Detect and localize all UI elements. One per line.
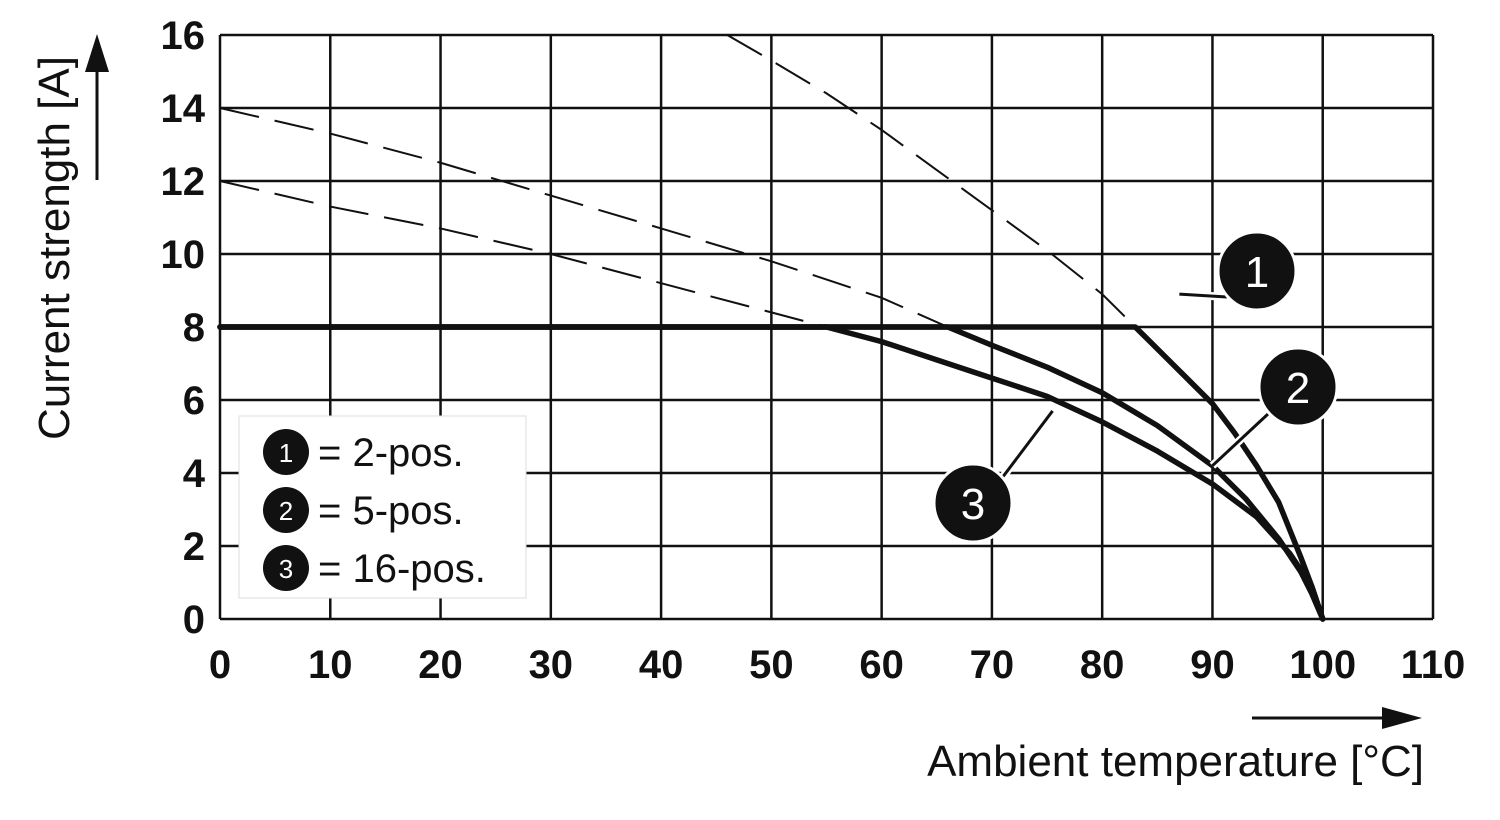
legend-marker-label: 2 xyxy=(279,496,293,526)
y-tick-label: 6 xyxy=(183,379,205,423)
curve-markers: 1 2 3 xyxy=(932,230,1339,544)
x-tick-label: 40 xyxy=(639,643,684,687)
marker-label-3: 3 xyxy=(961,480,985,529)
x-axis-arrow-icon xyxy=(1382,707,1422,729)
extrapolated-curve-2 xyxy=(219,107,949,328)
y-tick-label: 16 xyxy=(161,14,206,58)
legend-item-label: = 16-pos. xyxy=(318,547,486,591)
marker-leader-line xyxy=(1000,410,1054,479)
legend-item-label: = 5-pos. xyxy=(318,489,464,533)
marker-label-2: 2 xyxy=(1286,364,1310,413)
x-tick-label: 70 xyxy=(970,643,1015,687)
y-tick-label: 4 xyxy=(183,452,206,496)
marker-leader-line xyxy=(1179,292,1228,299)
y-tick-label: 10 xyxy=(161,233,206,277)
x-axis-title: Ambient temperature [°C] xyxy=(927,737,1424,786)
curve-3 xyxy=(217,324,1326,622)
extrapolated-curves xyxy=(219,34,1136,328)
x-tick-label: 0 xyxy=(209,643,231,687)
legend: 1 = 2-pos. 2 = 5-pos. 3 = 16-pos. xyxy=(238,415,527,599)
x-tick-label: 100 xyxy=(1289,643,1356,687)
legend-marker-3 xyxy=(263,545,309,591)
legend-marker-2 xyxy=(263,487,309,533)
y-tick-label: 2 xyxy=(183,525,205,569)
marker-leader-line xyxy=(1211,412,1270,467)
x-axis-title-group: Ambient temperature [°C] xyxy=(927,707,1424,786)
x-tick-label: 20 xyxy=(418,643,463,687)
x-tick-label: 90 xyxy=(1190,643,1235,687)
x-tick-label: 80 xyxy=(1080,643,1125,687)
marker-circle-1 xyxy=(1216,230,1298,312)
extrapolated-curve-1 xyxy=(726,34,1136,328)
legend-marker-1 xyxy=(263,429,309,475)
y-tick-label: 8 xyxy=(183,306,205,350)
data-curves xyxy=(217,324,1326,622)
y-tick-label: 12 xyxy=(161,160,206,204)
legend-marker-label: 3 xyxy=(279,554,293,584)
x-tick-labels: 0 10 20 30 40 50 60 70 80 90 100 110 xyxy=(209,643,1465,687)
marker-circle-2 xyxy=(1257,346,1339,428)
x-tick-label: 10 xyxy=(308,643,353,687)
marker-circle-3 xyxy=(932,462,1014,544)
y-axis-title-group: Current strength [A] xyxy=(30,34,109,440)
extrapolated-curve-3 xyxy=(219,180,827,328)
legend-item-label: = 2-pos. xyxy=(318,431,464,475)
y-axis-title: Current strength [A] xyxy=(30,56,79,440)
legend-marker-label: 1 xyxy=(279,438,293,468)
x-tick-label: 50 xyxy=(749,643,794,687)
y-tick-labels: 0 2 4 6 8 10 12 14 16 xyxy=(161,14,206,642)
x-tick-label: 60 xyxy=(859,643,904,687)
y-axis-arrow-icon xyxy=(85,34,109,72)
y-tick-label: 0 xyxy=(183,598,205,642)
marker-label-1: 1 xyxy=(1245,248,1269,297)
y-tick-label: 14 xyxy=(161,87,206,131)
x-tick-label: 30 xyxy=(529,643,574,687)
curve-1 xyxy=(217,324,1326,622)
x-tick-label: 110 xyxy=(1401,643,1466,687)
